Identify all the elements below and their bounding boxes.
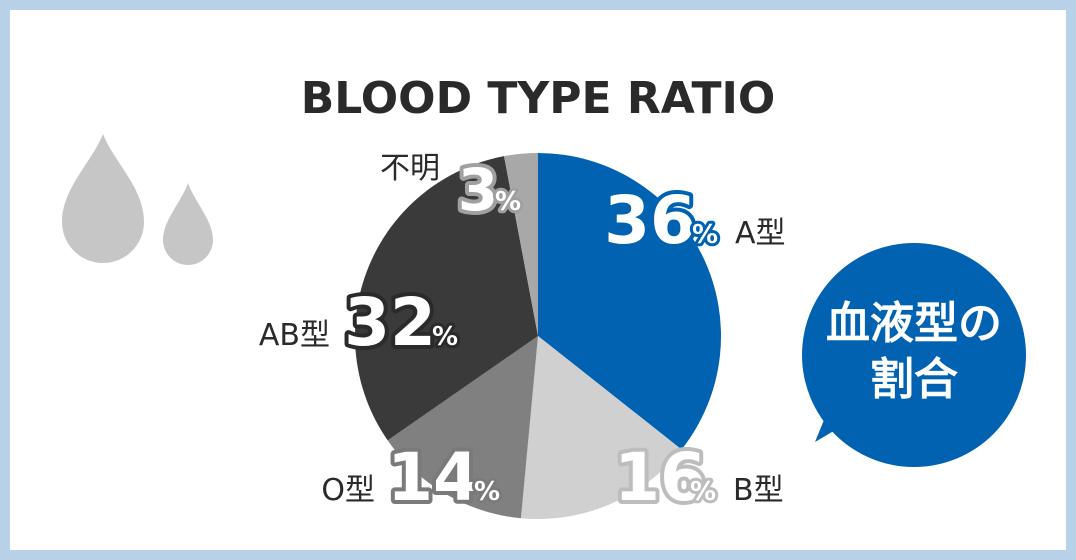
chart-title: BLOOD TYPE RATIO [301,73,775,124]
large-drop-icon [62,134,144,263]
value-label-b: 16 [614,439,706,516]
percent-sign-b: % [690,477,716,507]
water-drop-icons [62,134,213,265]
pie-slice-a [538,153,721,450]
category-label-unknown: 不明 [380,151,440,186]
percent-sign-ab: % [432,322,458,352]
pie-slice-ab [355,156,538,441]
value-label-o: 14 [387,439,479,516]
badge: 血液型の 割合 [802,243,1026,467]
percent-sign-a: % [692,220,718,250]
category-label-a: A型 [735,216,786,251]
value-label-ab: 32 [344,284,436,361]
pie-slice-unknown [504,153,538,336]
badge-line-1: 血液型の [826,298,1002,349]
pie-slice-o [387,336,538,519]
pie-slices [355,153,721,520]
value-label-unknown: 3 [458,156,498,224]
category-label-o: O型 [321,473,375,508]
pie-slice-b [520,336,682,520]
percent-sign-unknown: % [495,187,521,217]
pie-labels: 36% A型 16% B型 14% O型 32% AB型 3% 不明 [259,151,786,520]
percent-sign-o: % [474,477,500,507]
badge-line-2: 割合 [870,354,958,405]
badge-tail [815,393,866,442]
category-label-b: B型 [733,473,784,508]
category-label-ab: AB型 [259,318,330,353]
small-drop-icon [163,183,213,265]
value-label-a: 36 [604,182,696,259]
